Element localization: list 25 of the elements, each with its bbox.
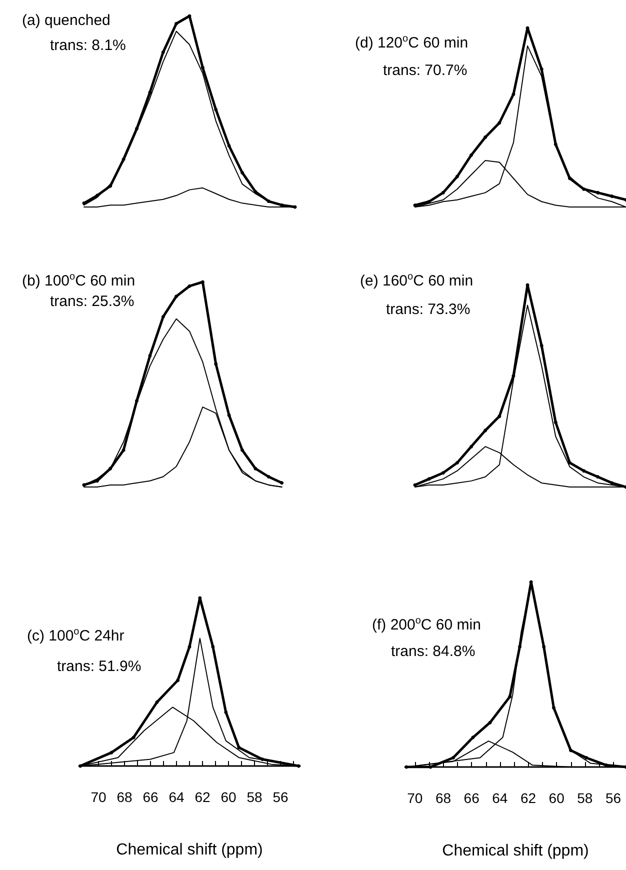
x-tick-label: 68 xyxy=(116,789,132,805)
annotation: trans: 8.1% xyxy=(50,37,126,54)
annotation: trans: 25.3% xyxy=(50,293,134,310)
x-tick-label: 68 xyxy=(435,790,452,806)
x-tick-label: 56 xyxy=(272,789,288,805)
x-axis-title: Chemical shift (ppm) xyxy=(442,842,589,860)
annotation: trans: 73.3% xyxy=(386,301,470,318)
x-axis-title: Chemical shift (ppm) xyxy=(116,842,263,858)
x-tick-label: 66 xyxy=(142,789,158,805)
x-tick-label: 60 xyxy=(548,790,565,806)
x-tick-label: 64 xyxy=(492,790,508,806)
x-tick-label: 60 xyxy=(220,789,236,805)
x-tick-label: 64 xyxy=(168,789,184,805)
x-tick-label: 66 xyxy=(464,790,480,806)
annotation: trans: 51.9% xyxy=(57,658,142,675)
x-tick-label: 70 xyxy=(407,790,423,806)
x-tick-label: 62 xyxy=(194,789,210,805)
x-tick-label: 70 xyxy=(90,789,106,805)
x-tick-label: 62 xyxy=(520,790,536,806)
annotation: trans: 84.8% xyxy=(391,643,476,660)
annotation: trans: 70.7% xyxy=(383,62,468,79)
x-tick-label: 58 xyxy=(246,789,262,805)
x-tick-label: 58 xyxy=(577,790,593,806)
x-tick-label: 56 xyxy=(605,790,622,806)
chart-title: (a) quenched xyxy=(22,12,110,29)
